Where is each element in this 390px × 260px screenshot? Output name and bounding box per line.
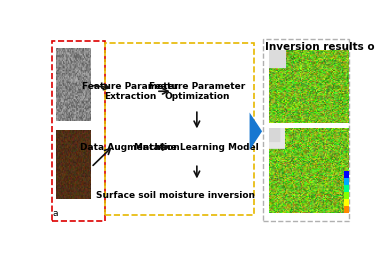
Text: Feature Parameter
Extraction: Feature Parameter Extraction bbox=[82, 82, 179, 101]
Bar bbox=[344, 178, 349, 185]
Bar bbox=[344, 199, 349, 206]
Bar bbox=[344, 171, 349, 178]
Bar bbox=[344, 185, 349, 192]
Text: Machine Learning Model: Machine Learning Model bbox=[135, 143, 259, 152]
Text: Inversion results o: Inversion results o bbox=[265, 42, 374, 52]
Bar bbox=[105, 43, 254, 215]
Bar bbox=[344, 206, 349, 213]
Text: Feature Parameter
Optimization: Feature Parameter Optimization bbox=[149, 82, 245, 101]
Bar bbox=[263, 39, 349, 222]
Bar bbox=[52, 41, 105, 222]
Text: Surface soil moisture inversion: Surface soil moisture inversion bbox=[96, 191, 255, 200]
Text: a: a bbox=[53, 209, 58, 218]
Bar bbox=[344, 192, 349, 199]
Text: Data Augmentation: Data Augmentation bbox=[80, 143, 180, 152]
